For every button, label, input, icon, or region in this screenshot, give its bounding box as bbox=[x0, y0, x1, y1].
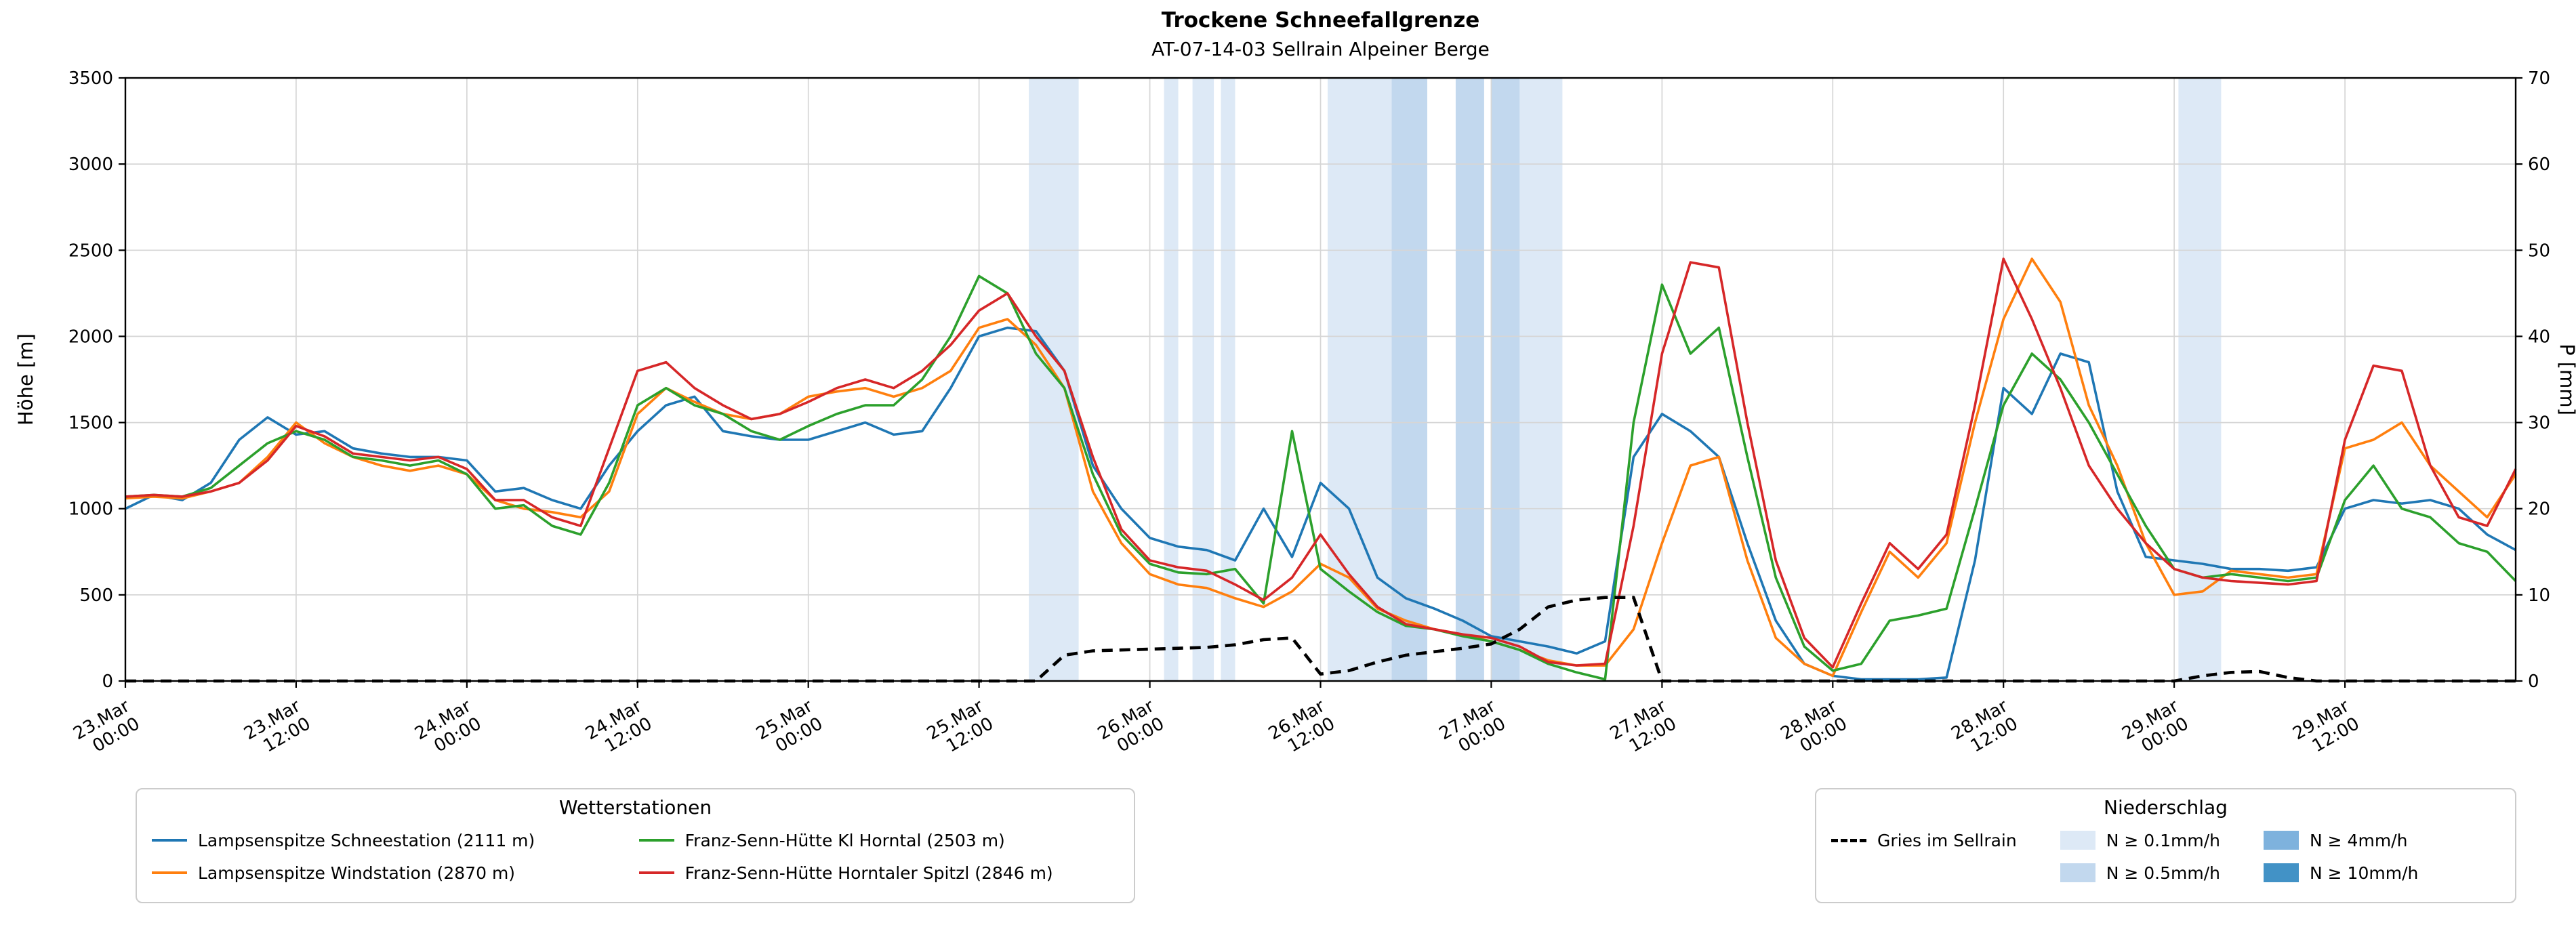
legend-niederschlag: Niederschlag Gries im Sellrain N ≥ 0.1mm/… bbox=[1815, 788, 2516, 903]
legend-gries-label: Gries im Sellrain bbox=[1877, 830, 2017, 850]
x-tick-label: 26.Mar00:00 bbox=[1095, 696, 1168, 762]
legend-patch-swatch bbox=[2264, 863, 2299, 882]
legend-precip-title: Niederschlag bbox=[2104, 796, 2228, 819]
legend-stations-title: Wetterstationen bbox=[558, 796, 712, 819]
left-tick-label: 500 bbox=[79, 585, 113, 606]
legend-station-item: Franz-Senn-Hütte Kl Horntal (2503 m) bbox=[638, 824, 1119, 856]
svg-text:25.Mar00:00: 25.Mar00:00 bbox=[753, 696, 827, 762]
x-tick-label: 24.Mar00:00 bbox=[411, 696, 485, 762]
svg-text:26.Mar00:00: 26.Mar00:00 bbox=[1095, 696, 1168, 762]
legend-precip-col-gries: Gries im Sellrain bbox=[1831, 824, 2017, 889]
right-tick-label: 10 bbox=[2528, 585, 2550, 606]
x-tick-label: 23.Mar12:00 bbox=[241, 696, 314, 762]
left-tick-label: 2500 bbox=[68, 241, 113, 261]
svg-text:23.Mar12:00: 23.Mar12:00 bbox=[241, 696, 314, 762]
legend-line-swatch bbox=[152, 839, 187, 842]
chart-title: Trockene Schneefallgrenze bbox=[1161, 8, 1480, 33]
x-tick-label: 29.Mar12:00 bbox=[2289, 696, 2363, 762]
svg-text:24.Mar12:00: 24.Mar12:00 bbox=[582, 696, 656, 762]
x-tick-label: 27.Mar12:00 bbox=[1607, 696, 1681, 762]
legend-precip-label: N ≥ 0.5mm/h bbox=[2106, 863, 2221, 883]
legend-station-label: Franz-Senn-Hütte Kl Horntal (2503 m) bbox=[684, 830, 1005, 850]
legend-station-label: Franz-Senn-Hütte Horntaler Spitzl (2846 … bbox=[684, 863, 1053, 883]
x-tick-label: 28.Mar12:00 bbox=[1948, 696, 2022, 762]
left-tick-label: 3500 bbox=[68, 68, 113, 89]
legend-precip-item: N ≥ 0.1mm/h bbox=[2060, 824, 2220, 856]
legend-patch-swatch bbox=[2060, 863, 2095, 882]
x-tick-label: 28.Mar00:00 bbox=[1778, 696, 1852, 762]
svg-text:28.Mar12:00: 28.Mar12:00 bbox=[1948, 696, 2022, 762]
right-tick-label: 60 bbox=[2528, 154, 2550, 175]
left-tick-label: 0 bbox=[102, 672, 113, 692]
x-tick-label: 25.Mar00:00 bbox=[753, 696, 827, 762]
legend-station-label: Lampsenspitze Schneestation (2111 m) bbox=[198, 830, 535, 850]
right-tick-label: 30 bbox=[2528, 413, 2550, 434]
right-tick-label: 70 bbox=[2528, 68, 2550, 89]
svg-text:28.Mar00:00: 28.Mar00:00 bbox=[1778, 696, 1852, 762]
legend-station-label: Lampsenspitze Windstation (2870 m) bbox=[198, 863, 516, 883]
svg-text:25.Mar12:00: 25.Mar12:00 bbox=[924, 696, 998, 762]
x-tick-label: 27.Mar00:00 bbox=[1436, 696, 1510, 762]
legend-line-swatch bbox=[638, 839, 674, 842]
legend-precip-items: Gries im Sellrain N ≥ 0.1mm/h N ≥ 0.5mm/h N… bbox=[1831, 824, 2500, 889]
right-tick-label: 0 bbox=[2528, 672, 2539, 692]
chart-subtitle: AT-07-14-03 Sellrain Alpeiner Berge bbox=[1151, 38, 1490, 60]
legend-wetterstationen: Wetterstationen Lampsenspitze Schneestat… bbox=[136, 788, 1135, 903]
legend-precip-col-light: N ≥ 0.1mm/h N ≥ 0.5mm/h bbox=[2060, 824, 2220, 889]
legend-patch-swatch bbox=[2264, 831, 2299, 850]
legend-station-item: Lampsenspitze Windstation (2870 m) bbox=[152, 856, 601, 889]
legend-precip-label: N ≥ 10mm/h bbox=[2310, 863, 2419, 883]
left-axis-label: Höhe [m] bbox=[14, 333, 37, 426]
series-line bbox=[125, 326, 2516, 681]
series-line bbox=[125, 274, 2517, 681]
series-line bbox=[125, 257, 2517, 669]
legend-station-item: Lampsenspitze Schneestation (2111 m) bbox=[152, 824, 601, 856]
precip-band-level1 bbox=[1519, 78, 1563, 681]
snowfall-line-chart: 0 500 1000 1500 2000 2500 3000 3500 0 10 20 30 40 50 6… bbox=[14, 68, 2576, 762]
legend-line-swatch bbox=[152, 871, 187, 874]
precip-band-level2 bbox=[1491, 78, 1520, 681]
x-tick-label: 23.Mar00:00 bbox=[70, 696, 144, 762]
legend-line-swatch bbox=[638, 871, 674, 874]
legend-precip-label: N ≥ 4mm/h bbox=[2310, 830, 2408, 850]
left-tick-label: 1500 bbox=[68, 413, 113, 434]
left-tick-label: 3000 bbox=[68, 154, 113, 175]
precip-band-level2 bbox=[1455, 78, 1484, 681]
legend-stations-items: Lampsenspitze Schneestation (2111 m) Lamp… bbox=[152, 824, 1119, 889]
svg-text:24.Mar00:00: 24.Mar00:00 bbox=[411, 696, 485, 762]
right-tick-label: 20 bbox=[2528, 499, 2550, 520]
precip-band-level1 bbox=[1029, 78, 1079, 681]
svg-text:27.Mar00:00: 27.Mar00:00 bbox=[1436, 696, 1510, 762]
precip-band-level1 bbox=[1221, 78, 1235, 681]
precip-band-level2 bbox=[1391, 78, 1427, 681]
right-tick-label: 50 bbox=[2528, 241, 2550, 261]
legend-station-item: Franz-Senn-Hütte Horntaler Spitzl (2846 … bbox=[638, 856, 1119, 889]
x-tick-label: 24.Mar12:00 bbox=[582, 696, 656, 762]
legend-precip-label: N ≥ 0.1mm/h bbox=[2106, 830, 2221, 850]
right-axis-label: P [mm] bbox=[2556, 344, 2576, 415]
svg-text:23.Mar00:00: 23.Mar00:00 bbox=[70, 696, 144, 762]
svg-text:29.Mar12:00: 29.Mar12:00 bbox=[2289, 696, 2363, 762]
x-tick-label: 25.Mar12:00 bbox=[924, 696, 998, 762]
left-tick-label: 2000 bbox=[68, 327, 113, 347]
legend-dashed-line-swatch bbox=[1831, 838, 1866, 842]
left-tick-label: 1000 bbox=[68, 499, 113, 520]
svg-text:27.Mar12:00: 27.Mar12:00 bbox=[1607, 696, 1681, 762]
svg-text:29.Mar00:00: 29.Mar00:00 bbox=[2119, 696, 2192, 762]
legend-precip-col-heavy: N ≥ 4mm/h N ≥ 10mm/h bbox=[2264, 824, 2418, 889]
x-tick-label: 29.Mar00:00 bbox=[2119, 696, 2192, 762]
precip-band-level1 bbox=[1164, 78, 1179, 681]
precip-band-level1 bbox=[1192, 78, 1214, 681]
legend-precip-item: N ≥ 10mm/h bbox=[2264, 856, 2418, 889]
svg-text:26.Mar12:00: 26.Mar12:00 bbox=[1265, 696, 1339, 762]
precip-band-level1 bbox=[2178, 78, 2222, 681]
legend-patch-swatch bbox=[2060, 831, 2095, 850]
legend-gries-item: Gries im Sellrain bbox=[1831, 824, 2017, 856]
right-tick-label: 40 bbox=[2528, 327, 2550, 347]
x-tick-label: 26.Mar12:00 bbox=[1265, 696, 1339, 762]
legend-precip-item: N ≥ 4mm/h bbox=[2264, 824, 2418, 856]
legend-precip-item: N ≥ 0.5mm/h bbox=[2060, 856, 2220, 889]
